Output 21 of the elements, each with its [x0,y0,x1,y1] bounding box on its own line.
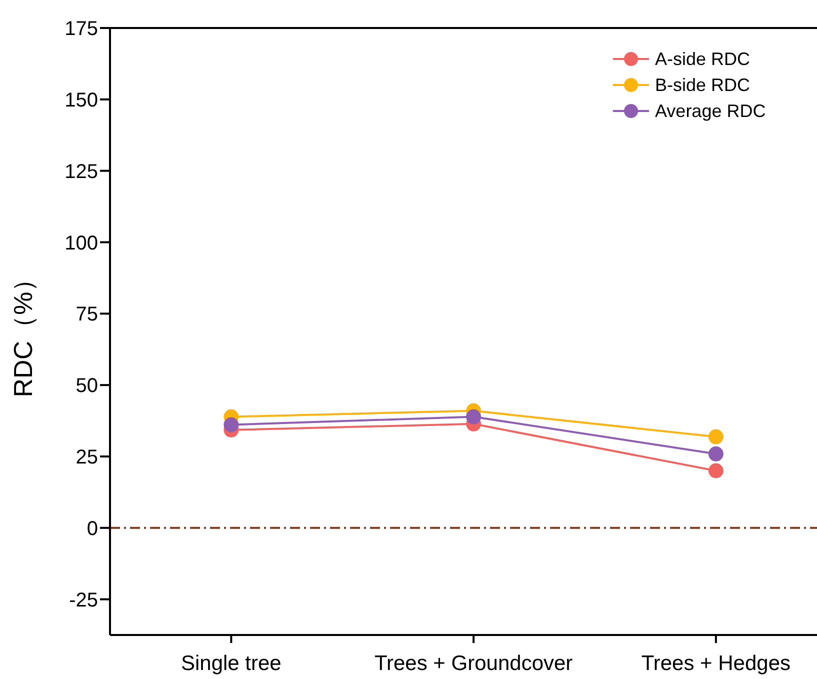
y-tick-label: 175 [64,18,98,40]
x-tick-label: Trees + Groundcover [374,652,573,675]
legend-label: Average RDC [655,100,766,122]
legend-label: A-side RDC [655,48,750,70]
y-tick-label: -25 [69,589,98,612]
y-tick-label: 25 [76,446,98,469]
point [466,409,482,424]
y-tick-label: 0 [86,518,98,540]
y-tick-label: 50 [76,375,98,398]
y-tick-label: 75 [76,304,98,326]
y-tick-label: 100 [64,232,98,254]
point [708,429,724,444]
y-tick-label: 125 [64,160,98,183]
y-axis-title: RDC（%） [8,266,38,398]
point [708,446,724,462]
x-tick-label: Single tree [180,652,282,675]
point [224,417,239,432]
x-tick-label: Trees + Hedges [641,652,791,675]
legend-label: B-side RDC [655,74,750,96]
point [708,463,724,478]
y-tick-label: 150 [64,90,98,112]
